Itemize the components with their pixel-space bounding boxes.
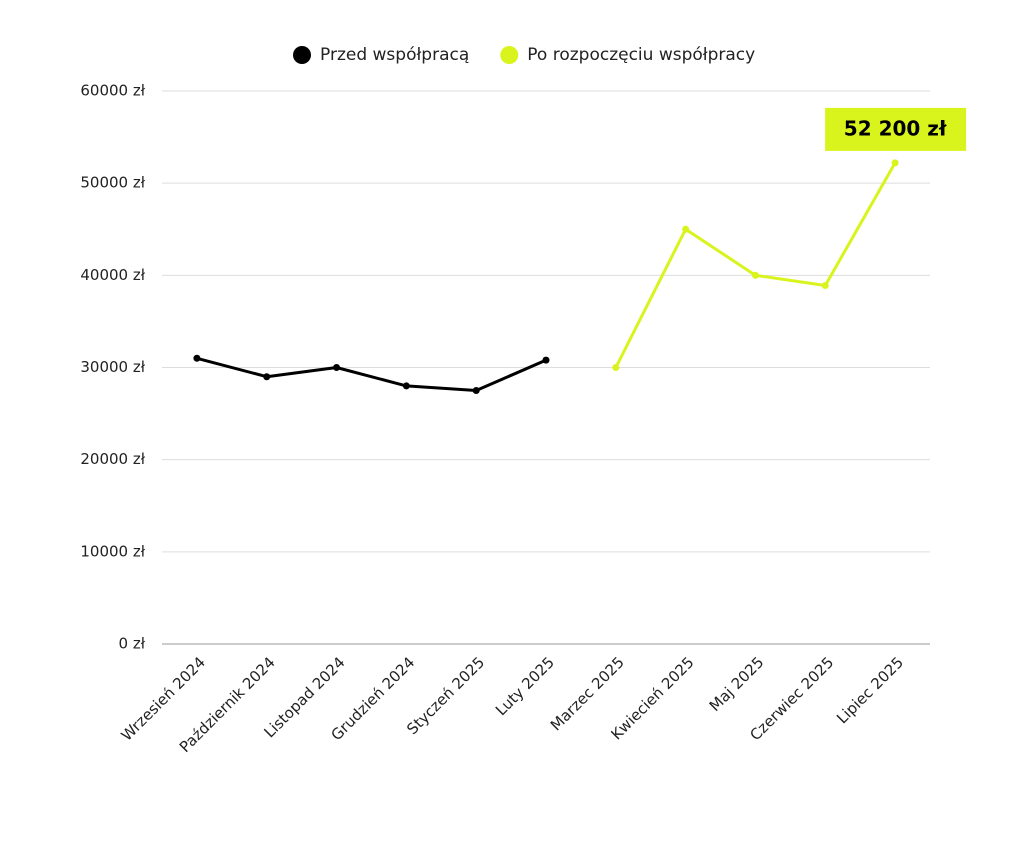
legend-marker	[293, 46, 311, 64]
x-tick-label: Luty 2025	[492, 653, 558, 719]
legend-label: Po rozpoczęciu współpracy	[527, 45, 755, 65]
y-tick-label: 50000 zł	[80, 174, 145, 192]
data-label-box	[825, 107, 967, 151]
legend-label: Przed współpracą	[320, 45, 469, 65]
point	[472, 387, 480, 395]
point	[193, 354, 201, 362]
x-tick-label: Lipiec 2025	[833, 653, 907, 727]
y-tick-label: 40000 zł	[80, 266, 145, 284]
point	[333, 364, 341, 371]
data-label-text: 52 200 zł	[844, 116, 947, 140]
data-label: 52 200 zł	[825, 107, 967, 151]
point	[891, 159, 899, 167]
x-tick-label: Maj 2025	[706, 653, 768, 715]
y-tick-label: 10000 zł	[80, 542, 145, 560]
y-tick-label: 30000 zł	[80, 358, 145, 376]
point	[263, 373, 271, 381]
line	[614, 162, 897, 369]
point	[612, 364, 620, 371]
y-tick-label: 60000 zł	[80, 82, 145, 100]
y-tick-label: 20000 zł	[80, 450, 145, 468]
point	[542, 356, 550, 364]
legend-marker	[500, 46, 519, 64]
point	[682, 225, 690, 233]
y-tick-label: 0 zł	[119, 635, 146, 653]
line	[196, 356, 547, 393]
point	[821, 281, 829, 289]
point	[402, 382, 410, 390]
point	[751, 271, 759, 279]
